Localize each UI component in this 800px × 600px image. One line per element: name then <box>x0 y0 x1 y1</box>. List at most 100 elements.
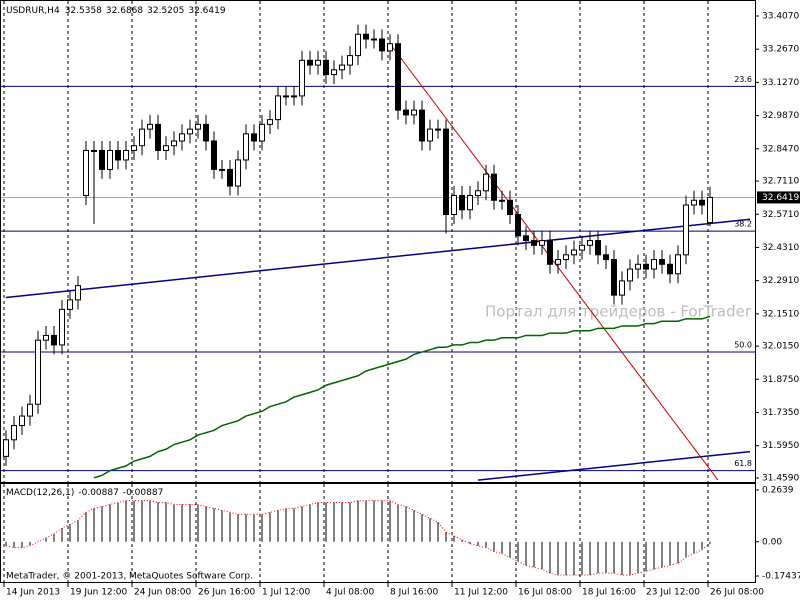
candle-body <box>363 33 369 40</box>
price-label: 32.6419 <box>762 193 799 203</box>
candle-body <box>395 43 401 111</box>
x-tick-label: 26 Jul 08:00 <box>710 588 764 598</box>
candle-body <box>387 43 393 52</box>
candle-body <box>3 439 9 457</box>
candle-body <box>99 149 105 170</box>
candle-body <box>243 133 249 161</box>
header: USDRUR,H4 32.5358 32.6868 32.5205 32.6419 <box>6 6 226 16</box>
candle-body <box>291 95 297 98</box>
candle-body <box>563 254 569 261</box>
candle-body <box>403 109 409 116</box>
candle-body <box>435 128 441 131</box>
candle-body <box>203 123 209 142</box>
fib-label: 23.6 <box>734 75 752 84</box>
x-tick-label: 1 Jul 12:00 <box>262 588 311 598</box>
candle-body <box>27 403 33 417</box>
candle-body <box>579 244 585 251</box>
x-tick-label: 18 Jul 16:00 <box>582 588 636 598</box>
macd-header: MACD(12,26,1) -0.00887 -0.00887 <box>6 488 163 498</box>
candle-body <box>515 213 521 237</box>
x-tick-label: 19 Jun 12:00 <box>70 588 127 598</box>
y-tick-label: 32.8470 <box>762 144 799 154</box>
candle-body <box>339 64 345 71</box>
x-tick-label: 24 Jun 08:00 <box>134 588 191 598</box>
candle-body <box>115 149 121 161</box>
main-frame <box>0 0 756 483</box>
y-tick-label: 32.2910 <box>762 276 799 286</box>
candle-body <box>659 259 665 265</box>
candle-body <box>555 259 561 265</box>
fib-label: 61.8 <box>734 459 752 468</box>
candle-body <box>603 254 609 261</box>
y-tick-label: 32.1510 <box>762 309 799 319</box>
candle-body <box>371 38 377 41</box>
candle-body <box>675 254 681 275</box>
candle-body <box>315 59 321 66</box>
candle-body <box>667 263 673 275</box>
last-low: 32.5205 <box>147 6 184 16</box>
macd-frame <box>0 483 756 583</box>
candle-body <box>459 195 465 211</box>
candle-body <box>123 149 129 161</box>
y-tick-label: 33.2670 <box>762 45 799 55</box>
candle-body <box>267 119 273 125</box>
y-tick-label: 31.7350 <box>762 408 799 418</box>
y-tick-label: 32.5710 <box>762 210 799 220</box>
candle-body <box>179 133 185 142</box>
candle-body <box>643 263 649 270</box>
candle-body <box>155 123 161 151</box>
candle-body <box>219 168 225 171</box>
candle-body <box>163 145 169 151</box>
candle-body <box>91 149 97 152</box>
candle-body <box>611 259 617 296</box>
candle-body <box>379 38 385 52</box>
candle-body <box>67 299 73 310</box>
y-tick-label: 31.4590 <box>762 473 799 483</box>
candle-body <box>195 123 201 130</box>
candle-body <box>451 195 457 215</box>
y-tick-label: 32.9870 <box>762 111 799 121</box>
candle-body <box>595 240 601 256</box>
candle-body <box>467 195 473 211</box>
candle-body <box>547 240 553 265</box>
y-tick-label: 32.7110 <box>762 177 799 187</box>
candle-body <box>539 240 545 246</box>
fib-label: 38.2 <box>734 220 752 229</box>
candle-body <box>275 95 281 121</box>
candle-body <box>635 263 641 270</box>
trend-line <box>477 450 751 481</box>
candle-body <box>691 199 697 206</box>
price-label-box <box>757 191 800 204</box>
candle-body <box>43 334 49 341</box>
candle-body <box>259 123 265 142</box>
candle-body <box>419 109 425 142</box>
candle-body <box>475 190 481 197</box>
candle-body <box>131 145 137 151</box>
candle-body <box>483 173 489 192</box>
macd-last: -0.00887 <box>78 488 118 498</box>
watermark: Портал для трейдеров - ForTrader <box>485 303 752 321</box>
candle-body <box>347 55 353 66</box>
candle-body <box>699 199 705 206</box>
candle-body <box>619 280 625 296</box>
candle-body <box>251 133 257 142</box>
candle-body <box>147 123 153 130</box>
symbol: USDRUR,H4 <box>6 6 60 16</box>
candle-body <box>187 128 193 135</box>
footer: MetaTrader, © 2001-2013, MetaQuotes Soft… <box>6 572 253 582</box>
candle-body <box>499 199 505 202</box>
x-tick-label: 11 Jul 12:00 <box>454 588 508 598</box>
candle-body <box>587 240 593 246</box>
x-tick-label: 8 Jul 16:00 <box>390 588 439 598</box>
candle-body <box>531 240 537 246</box>
y-tick-label: 0.2639 <box>762 486 794 496</box>
candle-body <box>283 95 289 98</box>
trend-line <box>5 218 751 299</box>
candle-body <box>707 196 713 224</box>
candle-body <box>235 159 241 187</box>
y-tick-label: 31.5950 <box>762 441 799 451</box>
candle-body <box>35 339 41 405</box>
y-tick-label: -0.17437 <box>762 571 800 581</box>
candle-body <box>171 140 177 147</box>
